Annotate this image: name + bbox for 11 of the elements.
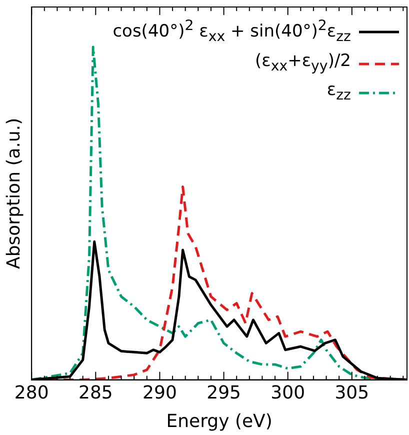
legend-label: ε$_{zz}$ [326,79,351,106]
x-tick-label: 305 [334,382,370,404]
legend-label: (ε$_{xx}$+ε$_{yy}$)/2 [255,50,351,76]
x-tick-label: 290 [142,382,177,404]
legend-label: cos(40°)$^{2}$ ε$_{xx}$ + sin(40°)$^{2}$ε$_{zz}$ [112,17,351,48]
x-tick-label: 280 [14,382,49,404]
x-tick-label: 300 [270,382,306,404]
x-axis-title: Energy (eV) [166,410,272,432]
x-tick-label: 295 [206,382,241,404]
y-axis-title: Absorption (a.u.) [3,118,24,269]
x-tick-label: 285 [78,382,113,404]
